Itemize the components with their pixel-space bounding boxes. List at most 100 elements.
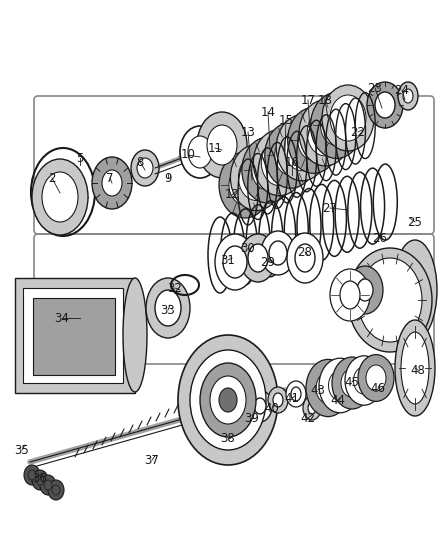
Ellipse shape	[288, 107, 339, 173]
Ellipse shape	[401, 332, 429, 404]
Ellipse shape	[398, 82, 418, 110]
Text: 12: 12	[225, 189, 240, 201]
Text: 15: 15	[279, 114, 293, 126]
Ellipse shape	[188, 136, 212, 168]
Text: 38: 38	[221, 432, 235, 445]
Ellipse shape	[328, 370, 352, 400]
Ellipse shape	[248, 244, 268, 272]
Bar	[15, 278, 135, 393]
Ellipse shape	[248, 390, 272, 422]
Ellipse shape	[319, 358, 361, 413]
Text: 8: 8	[136, 156, 144, 168]
Ellipse shape	[42, 172, 78, 222]
Ellipse shape	[268, 387, 288, 413]
Ellipse shape	[253, 130, 305, 196]
Text: 14: 14	[261, 106, 276, 118]
Ellipse shape	[307, 110, 343, 156]
Text: 42: 42	[300, 411, 315, 424]
Ellipse shape	[321, 106, 353, 146]
Ellipse shape	[180, 126, 220, 178]
Ellipse shape	[341, 369, 363, 397]
Text: 35: 35	[14, 443, 29, 456]
Text: 40: 40	[265, 401, 279, 415]
Ellipse shape	[32, 159, 88, 235]
Text: 46: 46	[371, 382, 385, 394]
Ellipse shape	[340, 281, 360, 309]
Text: 5: 5	[76, 151, 84, 165]
Ellipse shape	[207, 125, 237, 165]
Ellipse shape	[403, 89, 413, 103]
Ellipse shape	[299, 100, 351, 166]
Ellipse shape	[265, 122, 317, 188]
Ellipse shape	[308, 402, 316, 414]
Text: 24: 24	[395, 84, 410, 96]
Ellipse shape	[219, 152, 271, 218]
Text: 37: 37	[145, 454, 159, 466]
Bar	[23, 288, 123, 383]
Ellipse shape	[52, 485, 60, 495]
Ellipse shape	[261, 231, 295, 275]
Ellipse shape	[358, 354, 394, 401]
Ellipse shape	[276, 115, 328, 181]
Ellipse shape	[197, 112, 247, 178]
Ellipse shape	[366, 365, 386, 391]
Ellipse shape	[345, 356, 383, 405]
Text: 7: 7	[106, 172, 114, 184]
Text: 48: 48	[410, 364, 425, 376]
Ellipse shape	[306, 359, 350, 417]
Ellipse shape	[190, 350, 266, 450]
Text: 45: 45	[345, 376, 360, 389]
Ellipse shape	[131, 150, 159, 186]
Text: 17: 17	[300, 93, 315, 107]
Text: 13: 13	[240, 125, 255, 139]
Ellipse shape	[137, 158, 153, 178]
Text: 11: 11	[208, 141, 223, 155]
Ellipse shape	[215, 234, 255, 290]
Ellipse shape	[200, 363, 256, 437]
Text: 25: 25	[408, 215, 422, 229]
Text: 29: 29	[261, 255, 276, 269]
Ellipse shape	[242, 137, 294, 203]
Ellipse shape	[353, 367, 374, 394]
Text: 28: 28	[297, 246, 312, 259]
Text: 43: 43	[311, 384, 325, 397]
Text: 18: 18	[318, 93, 332, 107]
Text: 2: 2	[48, 172, 56, 184]
Text: 41: 41	[285, 392, 300, 405]
Ellipse shape	[357, 279, 373, 301]
Text: 10: 10	[180, 149, 195, 161]
Ellipse shape	[24, 465, 40, 485]
Ellipse shape	[32, 470, 48, 490]
Text: 44: 44	[331, 393, 346, 407]
Ellipse shape	[393, 240, 437, 340]
Ellipse shape	[230, 144, 283, 211]
Ellipse shape	[347, 266, 383, 314]
Ellipse shape	[332, 357, 372, 409]
Text: 9: 9	[164, 172, 172, 184]
Text: 36: 36	[32, 472, 47, 484]
Ellipse shape	[286, 381, 306, 407]
Ellipse shape	[252, 150, 284, 190]
Ellipse shape	[240, 234, 276, 282]
Text: 27: 27	[322, 201, 338, 214]
Ellipse shape	[284, 125, 320, 171]
Ellipse shape	[44, 480, 52, 490]
Ellipse shape	[210, 376, 246, 424]
Ellipse shape	[287, 233, 323, 283]
Text: 34: 34	[55, 311, 70, 325]
Text: 26: 26	[372, 231, 388, 245]
Text: 16: 16	[285, 156, 300, 168]
Ellipse shape	[311, 92, 363, 158]
Ellipse shape	[316, 373, 340, 403]
Ellipse shape	[146, 278, 190, 338]
Ellipse shape	[178, 335, 278, 465]
Text: 32: 32	[168, 281, 183, 295]
Ellipse shape	[155, 290, 181, 326]
Ellipse shape	[254, 398, 266, 414]
Ellipse shape	[238, 155, 275, 200]
Ellipse shape	[92, 157, 132, 209]
Ellipse shape	[303, 396, 321, 420]
Text: 31: 31	[221, 254, 236, 266]
Ellipse shape	[102, 170, 122, 196]
Text: 30: 30	[240, 241, 255, 254]
